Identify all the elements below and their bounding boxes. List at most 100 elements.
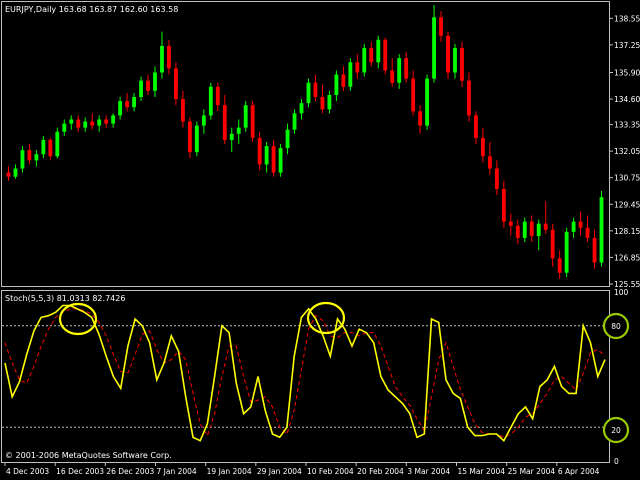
candle: [522, 217, 527, 243]
candle-body: [439, 17, 443, 36]
candle-body: [278, 148, 283, 173]
candle-body: [139, 80, 143, 97]
candle: [13, 164, 18, 179]
candle-body: [69, 119, 74, 124]
price-tick-label: 134.60: [614, 95, 640, 104]
price-tick-label: 132.05: [614, 147, 640, 156]
candle: [418, 105, 423, 134]
candle: [83, 117, 88, 132]
candle-body: [348, 62, 353, 87]
candle: [501, 180, 506, 228]
candle-body: [480, 137, 485, 157]
candle-body: [48, 139, 53, 157]
candle-body: [508, 221, 513, 226]
candle: [132, 92, 136, 112]
candle: [229, 127, 234, 153]
candle: [90, 113, 95, 130]
candle-body: [550, 229, 555, 259]
candle-body: [460, 47, 464, 81]
candle-body: [83, 121, 88, 128]
candle-body: [257, 137, 262, 165]
candle-body: [320, 97, 325, 110]
candle: [362, 43, 367, 77]
candle: [425, 74, 430, 130]
annotation-circle-2: [306, 301, 346, 335]
candle: [557, 250, 562, 279]
price-tick-label: 130.75: [614, 174, 640, 183]
candle: [432, 5, 436, 83]
candle-body: [334, 74, 339, 95]
candle: [480, 127, 485, 163]
copyright-text: © 2001-2006 MetaQuotes Software Corp.: [5, 451, 172, 460]
candle: [271, 139, 276, 177]
time-tick-label: 26 Dec 2003: [106, 467, 154, 476]
level-20-badge-text: 20: [611, 426, 621, 435]
symbol-header: EURJPY,Daily 163.68 163.87 162.60 163.58: [5, 5, 178, 14]
candle: [174, 62, 178, 106]
candle: [48, 137, 53, 161]
candle-body: [578, 221, 583, 228]
candle: [467, 72, 471, 122]
candle-body: [132, 97, 136, 108]
candle-body: [146, 80, 150, 91]
stoch-axis: 100 0: [614, 288, 629, 466]
time-tick-label: 4 Dec 2003: [6, 467, 49, 476]
candle: [167, 39, 171, 75]
candle-body: [194, 125, 199, 153]
candle: [341, 66, 346, 91]
candle-body: [306, 82, 311, 104]
candle: [390, 58, 395, 87]
stoch-k-line: [4, 304, 606, 442]
candle-body: [6, 172, 11, 177]
candle: [550, 223, 555, 267]
annotation-circle-1: [58, 302, 98, 336]
candle: [285, 123, 290, 155]
candle-body: [236, 127, 241, 134]
candle: [529, 215, 534, 243]
time-tick-label: 16 Dec 2003: [56, 467, 104, 476]
candle-body: [522, 221, 527, 238]
candle-body: [299, 103, 304, 114]
candle-body: [180, 99, 185, 122]
candle-body: [432, 17, 436, 79]
candle-body: [362, 47, 367, 73]
candle: [111, 113, 116, 128]
candle-body: [515, 225, 520, 238]
time-tick-label: 15 Mar 2004: [458, 467, 506, 476]
stoch-d-line: [4, 308, 606, 438]
candle-body: [174, 68, 178, 100]
price-tick-label: 129.45: [614, 200, 640, 209]
candle: [494, 160, 499, 196]
candle-body: [55, 131, 60, 157]
candle-body: [41, 139, 46, 155]
candle: [215, 82, 220, 112]
candle-body: [167, 45, 171, 69]
candle: [27, 144, 32, 165]
candle: [334, 70, 339, 102]
candle-body: [208, 86, 213, 116]
candle: [487, 141, 492, 175]
candle: [41, 135, 46, 159]
candle: [313, 74, 318, 102]
candle-body: [592, 238, 597, 263]
candle: [180, 90, 185, 128]
candle: [146, 74, 150, 95]
candle: [536, 219, 541, 251]
candle-body: [187, 121, 192, 153]
candle: [376, 35, 381, 69]
candle: [355, 54, 360, 79]
candle-body: [153, 72, 157, 91]
price-tick-label: 128.15: [614, 227, 640, 236]
price-tick-label: 135.90: [614, 68, 640, 77]
candle: [515, 219, 520, 245]
time-tick-label: 7 Jan 2004: [157, 467, 197, 476]
candle: [139, 76, 143, 102]
candle-body: [125, 101, 130, 108]
candle: [62, 119, 67, 136]
candle: [460, 41, 464, 87]
candle: [397, 54, 402, 89]
candle-body: [494, 168, 499, 189]
candle: [369, 41, 374, 67]
